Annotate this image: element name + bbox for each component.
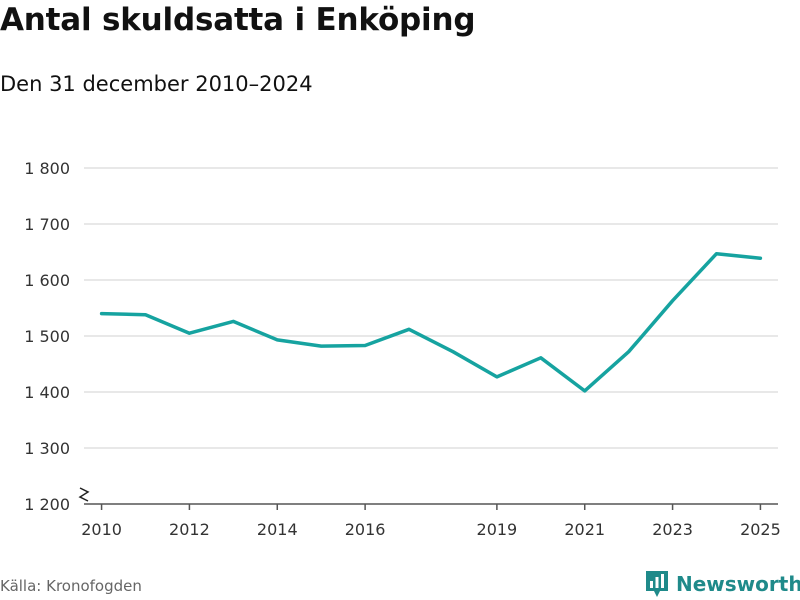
y-tick-label-1800: 1 800	[24, 159, 70, 178]
x-tick-label-2014: 2014	[257, 520, 298, 539]
grid-lines	[84, 167, 778, 449]
brand-logo: Newsworthy	[644, 569, 800, 599]
y-tick-label-1300: 1 300	[24, 439, 70, 458]
x-axis-ticks: 2010 2012 2014 2016 2019 2021 2023 2025	[81, 504, 781, 539]
line-chart: 1 200 1 300 1 400 1 500 1 600 1 700 1 800 2010…	[24, 159, 781, 539]
newsworthy-logo-icon	[646, 571, 668, 597]
y-axis-ticks: 1 200 1 300 1 400 1 500 1 600 1 700 1 800	[24, 159, 70, 514]
y-tick-label-1400: 1 400	[24, 383, 70, 402]
series-line-0	[99, 251, 763, 393]
chart-subtitle: Den 31 december 2010–2024	[0, 72, 313, 96]
y-tick-label-1200: 1 200	[24, 495, 70, 514]
x-tick-label-2019: 2019	[477, 520, 518, 539]
source-note: Källa: Kronofogden	[0, 577, 142, 595]
y-tick-label-1500: 1 500	[24, 327, 70, 346]
x-tick-label-2010: 2010	[81, 520, 122, 539]
chart-title: Antal skuldsatta i Enköping	[0, 2, 476, 38]
series-layer	[99, 251, 763, 393]
axes	[78, 487, 778, 505]
x-tick-label-2012: 2012	[169, 520, 210, 539]
x-tick-label-2016: 2016	[345, 520, 386, 539]
x-tick-label-2025: 2025	[740, 520, 781, 539]
brand-name: Newsworthy	[676, 572, 800, 596]
x-tick-label-2023: 2023	[652, 520, 693, 539]
y-tick-label-1600: 1 600	[24, 271, 70, 290]
x-tick-label-2021: 2021	[564, 520, 605, 539]
axis-break-icon	[78, 487, 90, 502]
y-tick-label-1700: 1 700	[24, 215, 70, 234]
